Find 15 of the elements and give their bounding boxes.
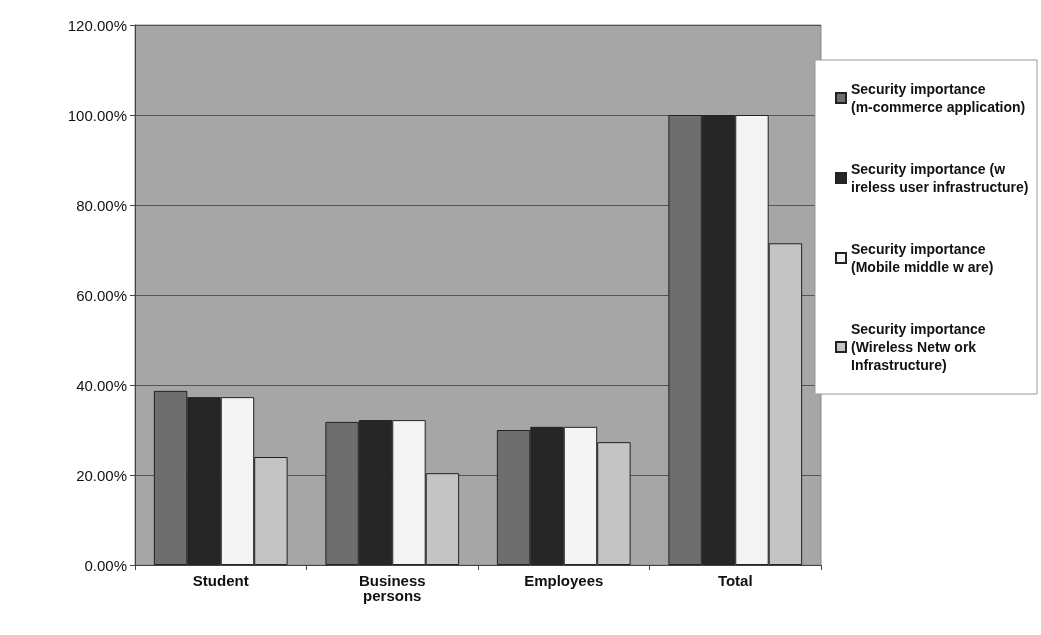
y-tick-label: 20.00% [76, 466, 127, 484]
x-tick-label: Student [192, 572, 249, 589]
y-tick-label: 0.00% [84, 556, 127, 574]
x-tick-label: Business persons [358, 572, 426, 604]
legend-label: Security importance (m-commerce application) [851, 81, 1026, 115]
y-tick-label: 120.00% [67, 16, 127, 34]
x-tick-label: Total [717, 572, 753, 589]
y-tick-label: 40.00% [76, 376, 127, 394]
y-tick-label: 60.00% [76, 286, 127, 304]
x-tick-label: Employees [524, 572, 604, 589]
legend-label: Security importance (Mobile middle w are) [851, 241, 994, 275]
y-tick-label: 80.00% [76, 196, 127, 214]
y-tick-label: 100.00% [67, 106, 127, 124]
legend-label: Security importance (w ireless user infrastructure) [851, 161, 1029, 195]
legend-label: Security importance (Wireless Netw ork Infrastructure) [851, 321, 990, 373]
